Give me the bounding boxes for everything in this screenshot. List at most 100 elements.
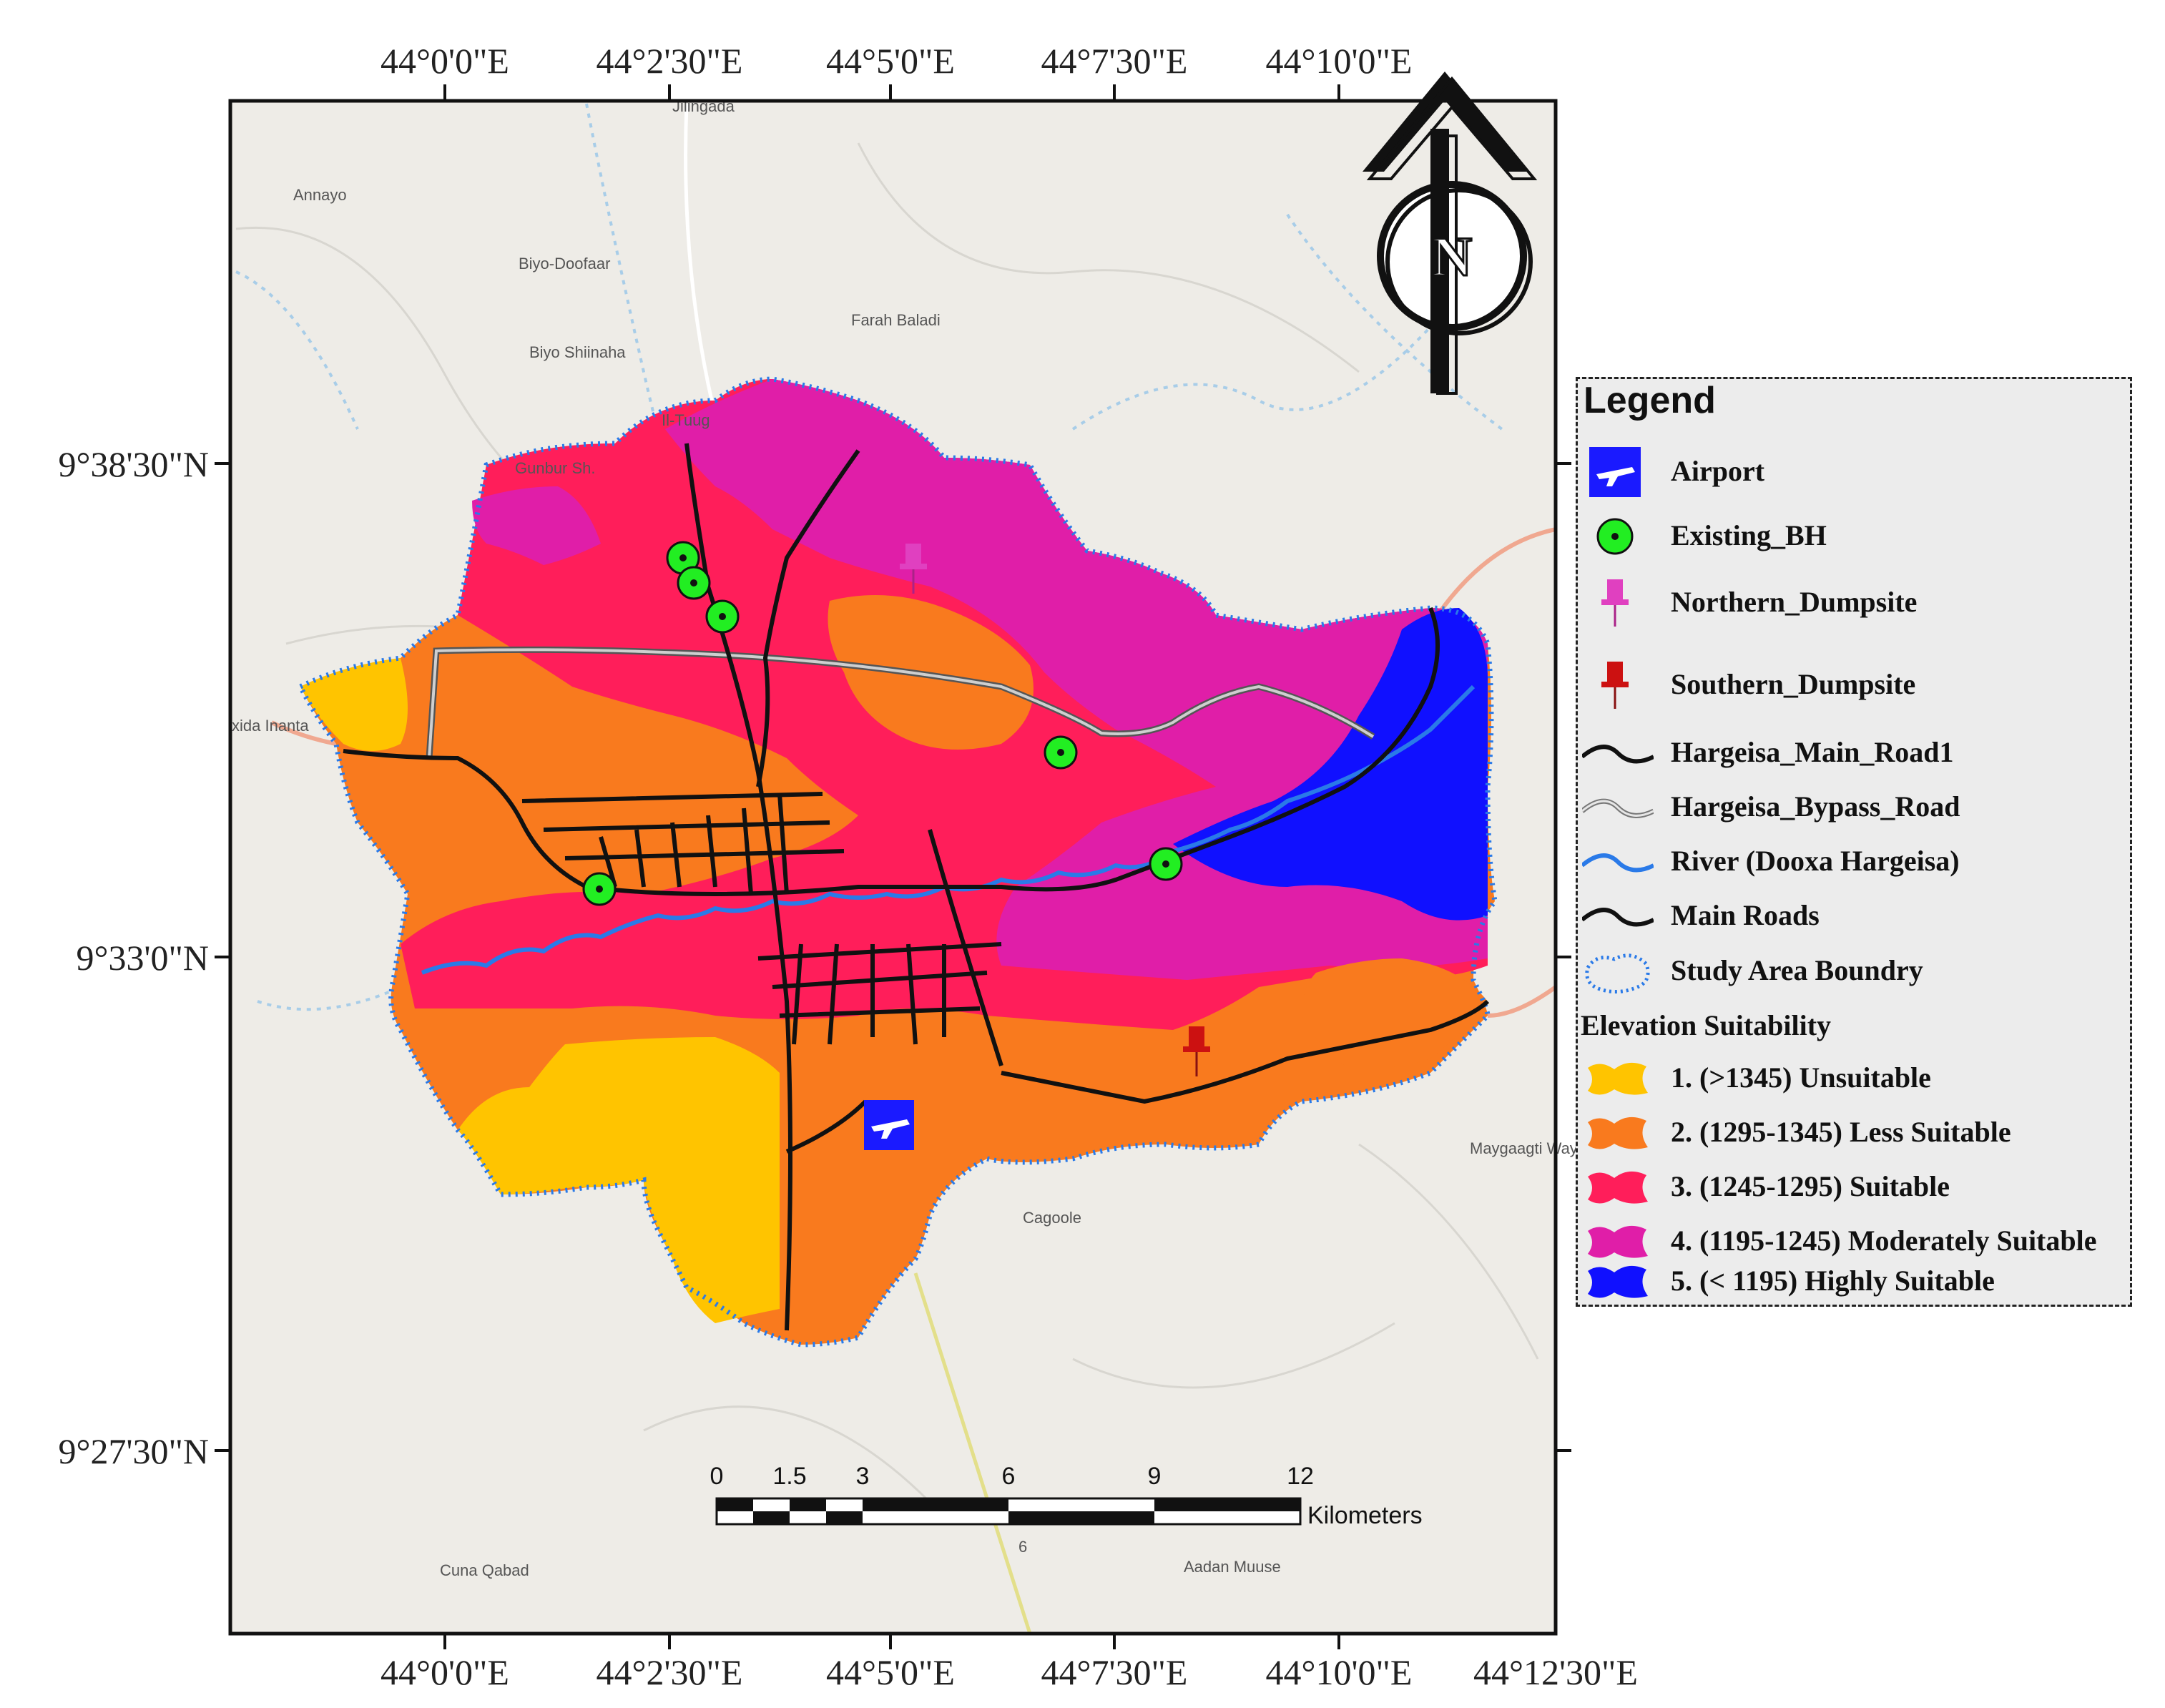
legend-item-airport: Airport (1578, 447, 2129, 497)
legend-item-northern-dumpsite: Northern_Dumpsite (1578, 578, 2129, 628)
legend-item-main-roads: Main Roads (1578, 891, 2129, 941)
legend-label: Hargeisa_Bypass_Road (1671, 790, 1960, 823)
moderately-suitable-swatch-icon (1588, 1225, 1648, 1258)
bottom-tick-label: 44°7'30"E (1041, 1652, 1188, 1692)
bottom-tick-label: 44°2'30"E (597, 1652, 743, 1692)
bottom-tick-label: 44°10'0"E (1266, 1652, 1413, 1692)
place-label: Gunbur Sh. (515, 459, 596, 477)
place-label: Biyo-Doofaar (519, 255, 610, 273)
scale-label: 3 (856, 1463, 870, 1490)
less-suitable-swatch-icon (1588, 1116, 1648, 1149)
legend-label: 2. (1295-1345) Less Suitable (1671, 1116, 2011, 1148)
airport-icon (864, 1100, 914, 1150)
borehole-icon (1044, 735, 1078, 770)
place-label: xida Inanta (232, 717, 309, 735)
road-north-south (684, 443, 792, 1331)
pushpin-red-icon (1601, 662, 1629, 709)
borehole-icon (677, 566, 711, 600)
place-label: 6 (1018, 1538, 1027, 1556)
legend-item-unsuitable: 1. (>1345) Unsuitable (1578, 1054, 2129, 1104)
legend-label: 3. (1245-1295) Suitable (1671, 1170, 1950, 1202)
suitable-swatch-icon (1588, 1171, 1648, 1204)
scale-label: 6 (1002, 1463, 1016, 1490)
top-tick-label: 44°10'0"E (1266, 41, 1413, 81)
zone-less-suitable-se (1302, 958, 1488, 1069)
zone-highly-suitable (1173, 608, 1488, 921)
place-label: Il-Tuug (662, 411, 710, 429)
legend-item-river: River (Dooxa Hargeisa) (1578, 837, 2129, 887)
legend-label: Existing_BH (1671, 519, 1827, 551)
coordinate-labels: 44°0'0"E 44°2'30"E 44°5'0"E 44°7'30"E 44… (58, 41, 1638, 1692)
study-area-boundary (297, 376, 1498, 1348)
basemap-features (235, 103, 1556, 1634)
legend-label: Study Area Boundry (1671, 954, 1923, 986)
legend-label: Northern_Dumpsite (1671, 586, 1918, 618)
zone-moderately-suitable-nw (472, 486, 601, 565)
left-tick-label: 9°27'30"N (58, 1431, 209, 1471)
scale-label: 12 (1287, 1463, 1314, 1490)
north-label: N (1432, 225, 1472, 288)
pushpin-magenta-icon (1601, 579, 1629, 627)
zone-unsuitable-west (300, 658, 408, 751)
legend-item-highly-suitable: 5. (< 1195) Highly Suitable (1578, 1257, 2129, 1307)
legend-item-moderately-suitable: 4. (1195-1245) Moderately Suitable (1578, 1217, 2129, 1267)
legend-item-suitable: 3. (1245-1295) Suitable (1578, 1162, 2129, 1212)
legend-label: 4. (1195-1245) Moderately Suitable (1671, 1224, 2097, 1257)
legend-item-less-suitable: 2. (1295-1345) Less Suitable (1578, 1108, 2129, 1158)
existing-boreholes (582, 541, 1183, 906)
blue-line-icon (1582, 853, 1654, 873)
main-roads (343, 443, 1490, 1331)
borehole-icon (1596, 518, 1634, 555)
bottom-tick-label: 44°12'30"E (1473, 1652, 1638, 1692)
unsuitable-swatch-icon (1588, 1062, 1648, 1095)
scale-label: 1.5 (772, 1463, 806, 1490)
bypass-road (428, 648, 1375, 759)
place-label: Maygaagti Wayn (1470, 1139, 1586, 1157)
borehole-icon (1149, 847, 1183, 881)
legend: Legend Airport Existing_BH Northern_Dump… (1576, 377, 2132, 1307)
top-tick-label: 44°0'0"E (381, 41, 509, 81)
legend-title: Legend (1584, 380, 1716, 421)
legend-item-study-area: Study Area Boundry (1578, 946, 2129, 996)
borehole-icon (582, 872, 617, 906)
black-line-icon (1582, 908, 1654, 927)
legend-label: 5. (< 1195) Highly Suitable (1671, 1265, 1995, 1297)
scale-label: 9 (1148, 1463, 1162, 1490)
elevation-suitability-title: Elevation Suitability (1581, 1009, 1832, 1041)
legend-label: River (Dooxa Hargeisa) (1671, 845, 1960, 877)
top-tick-label: 44°7'30"E (1041, 41, 1188, 81)
north-arrow-icon: N (1363, 72, 1538, 395)
scale-units: Kilometers (1307, 1502, 1423, 1529)
airport-icon (1589, 447, 1641, 497)
map-frame (228, 99, 1558, 1636)
top-tick-label: 44°2'30"E (597, 41, 743, 81)
legend-label: Airport (1671, 455, 1765, 487)
zone-unsuitable (458, 1037, 780, 1323)
northern-dumpsite-pushpin-icon (900, 544, 927, 594)
legend-item-southern-dumpsite: Southern_Dumpsite (1578, 660, 2129, 710)
highly-suitable-swatch-icon (1588, 1265, 1648, 1298)
left-tick-label: 9°33'0"N (76, 938, 209, 978)
top-tick-label: 44°5'0"E (826, 41, 955, 81)
dotted-boundary-icon (1585, 953, 1650, 993)
legend-label: Main Roads (1671, 899, 1820, 931)
place-label: Cagoole (1023, 1209, 1081, 1227)
bottom-tick-label: 44°0'0"E (381, 1652, 509, 1692)
place-label: Farah Baladi (851, 311, 941, 329)
left-tick-label: 9°38'30"N (58, 444, 209, 484)
legend-label: Southern_Dumpsite (1671, 668, 1916, 700)
scale-bar: 0 1.5 3 6 9 12 Kilometers (710, 1463, 1423, 1529)
black-line-icon (1582, 745, 1654, 764)
legend-item-main-road1: Hargeisa_Main_Road1 (1578, 728, 2129, 778)
legend-item-borehole: Existing_BH (1578, 511, 2129, 561)
graticule-ticks (215, 84, 1571, 1649)
southern-dumpsite-pushpin-icon (1183, 1026, 1210, 1076)
legend-label: 1. (>1345) Unsuitable (1671, 1061, 1931, 1094)
grey-line-icon (1582, 798, 1654, 818)
borehole-icon (705, 599, 740, 634)
scale-label: 0 (710, 1463, 724, 1490)
place-label: Cuna Qabad (440, 1561, 529, 1579)
hargeisa-main-road1 (343, 607, 1440, 897)
bottom-tick-label: 44°5'0"E (826, 1652, 955, 1692)
